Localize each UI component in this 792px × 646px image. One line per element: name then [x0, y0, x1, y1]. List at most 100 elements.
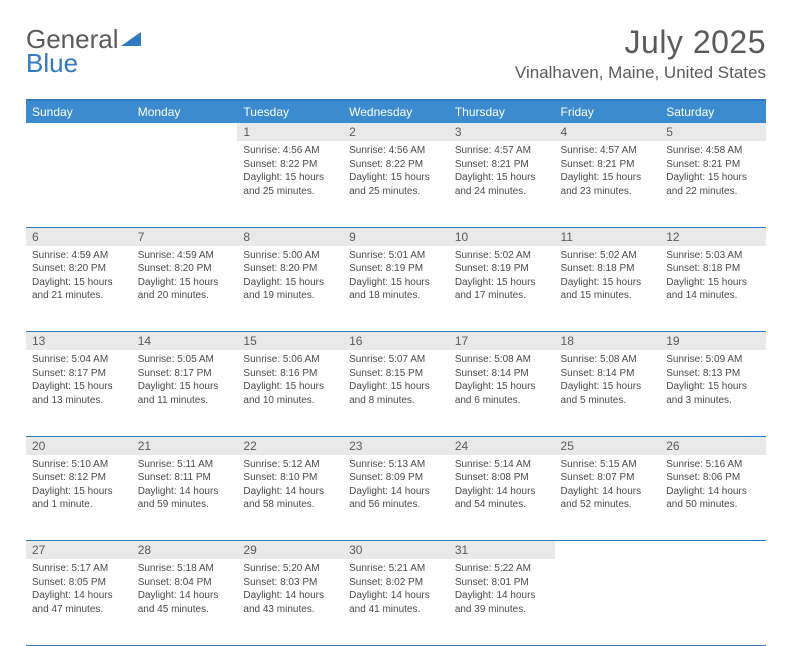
day-body-row: Sunrise: 4:56 AMSunset: 8:22 PMDaylight:… — [26, 141, 766, 227]
day-number-row: 12345 — [26, 123, 766, 141]
day-number-cell — [132, 123, 238, 141]
day-number-cell: 23 — [343, 436, 449, 455]
day-body-row: Sunrise: 5:10 AMSunset: 8:12 PMDaylight:… — [26, 455, 766, 541]
day-details: Sunrise: 5:15 AMSunset: 8:07 PMDaylight:… — [555, 455, 661, 518]
day-details: Sunrise: 5:12 AMSunset: 8:10 PMDaylight:… — [237, 455, 343, 518]
day-details: Sunrise: 5:10 AMSunset: 8:12 PMDaylight:… — [26, 455, 132, 518]
weekday-header: Sunday — [26, 100, 132, 123]
day-number-cell: 15 — [237, 332, 343, 351]
day-number-cell: 28 — [132, 541, 238, 560]
day-body-cell: Sunrise: 5:08 AMSunset: 8:14 PMDaylight:… — [555, 350, 661, 436]
day-body-cell — [132, 141, 238, 227]
day-number-cell: 20 — [26, 436, 132, 455]
day-number-cell: 10 — [449, 227, 555, 246]
day-number-row: 2728293031 — [26, 541, 766, 560]
day-details: Sunrise: 5:18 AMSunset: 8:04 PMDaylight:… — [132, 559, 238, 622]
day-details: Sunrise: 5:21 AMSunset: 8:02 PMDaylight:… — [343, 559, 449, 622]
day-number-cell: 6 — [26, 227, 132, 246]
day-number-cell: 12 — [660, 227, 766, 246]
calendar-table: SundayMondayTuesdayWednesdayThursdayFrid… — [26, 99, 766, 646]
day-number-cell: 31 — [449, 541, 555, 560]
day-number-cell — [660, 541, 766, 560]
day-number-cell: 17 — [449, 332, 555, 351]
day-number-cell: 14 — [132, 332, 238, 351]
day-details: Sunrise: 5:06 AMSunset: 8:16 PMDaylight:… — [237, 350, 343, 413]
day-number-cell: 11 — [555, 227, 661, 246]
day-body-cell: Sunrise: 5:07 AMSunset: 8:15 PMDaylight:… — [343, 350, 449, 436]
day-body-cell — [26, 141, 132, 227]
day-body-cell: Sunrise: 5:06 AMSunset: 8:16 PMDaylight:… — [237, 350, 343, 436]
day-number-cell: 29 — [237, 541, 343, 560]
day-body-cell: Sunrise: 5:11 AMSunset: 8:11 PMDaylight:… — [132, 455, 238, 541]
day-body-cell: Sunrise: 5:10 AMSunset: 8:12 PMDaylight:… — [26, 455, 132, 541]
day-body-row: Sunrise: 5:04 AMSunset: 8:17 PMDaylight:… — [26, 350, 766, 436]
day-number-cell: 30 — [343, 541, 449, 560]
day-body-cell: Sunrise: 4:56 AMSunset: 8:22 PMDaylight:… — [237, 141, 343, 227]
weekday-header-row: SundayMondayTuesdayWednesdayThursdayFrid… — [26, 100, 766, 123]
title-block: July 2025 Vinalhaven, Maine, United Stat… — [515, 24, 766, 83]
day-body-cell: Sunrise: 4:57 AMSunset: 8:21 PMDaylight:… — [555, 141, 661, 227]
day-number-row: 6789101112 — [26, 227, 766, 246]
day-details: Sunrise: 4:57 AMSunset: 8:21 PMDaylight:… — [555, 141, 661, 204]
month-title: July 2025 — [515, 24, 766, 61]
day-number-cell: 13 — [26, 332, 132, 351]
day-body-cell: Sunrise: 5:21 AMSunset: 8:02 PMDaylight:… — [343, 559, 449, 645]
day-details: Sunrise: 4:58 AMSunset: 8:21 PMDaylight:… — [660, 141, 766, 204]
day-number-cell: 19 — [660, 332, 766, 351]
day-body-cell — [660, 559, 766, 645]
day-number-cell: 26 — [660, 436, 766, 455]
day-body-cell: Sunrise: 4:59 AMSunset: 8:20 PMDaylight:… — [26, 246, 132, 332]
day-body-cell: Sunrise: 4:59 AMSunset: 8:20 PMDaylight:… — [132, 246, 238, 332]
day-body-cell: Sunrise: 5:16 AMSunset: 8:06 PMDaylight:… — [660, 455, 766, 541]
day-body-cell: Sunrise: 5:13 AMSunset: 8:09 PMDaylight:… — [343, 455, 449, 541]
day-details: Sunrise: 4:59 AMSunset: 8:20 PMDaylight:… — [26, 246, 132, 309]
day-details: Sunrise: 5:07 AMSunset: 8:15 PMDaylight:… — [343, 350, 449, 413]
header: General July 2025 Vinalhaven, Maine, Uni… — [26, 24, 766, 83]
day-body-cell: Sunrise: 5:15 AMSunset: 8:07 PMDaylight:… — [555, 455, 661, 541]
day-number-cell: 9 — [343, 227, 449, 246]
weekday-header: Wednesday — [343, 100, 449, 123]
day-body-cell: Sunrise: 5:22 AMSunset: 8:01 PMDaylight:… — [449, 559, 555, 645]
logo-text-2: Blue — [26, 48, 78, 79]
day-details: Sunrise: 5:14 AMSunset: 8:08 PMDaylight:… — [449, 455, 555, 518]
day-body-cell: Sunrise: 5:02 AMSunset: 8:19 PMDaylight:… — [449, 246, 555, 332]
day-details: Sunrise: 5:00 AMSunset: 8:20 PMDaylight:… — [237, 246, 343, 309]
day-number-cell: 18 — [555, 332, 661, 351]
day-body-cell: Sunrise: 5:14 AMSunset: 8:08 PMDaylight:… — [449, 455, 555, 541]
day-number-row: 20212223242526 — [26, 436, 766, 455]
day-details: Sunrise: 5:22 AMSunset: 8:01 PMDaylight:… — [449, 559, 555, 622]
day-body-cell: Sunrise: 5:12 AMSunset: 8:10 PMDaylight:… — [237, 455, 343, 541]
day-body-cell — [555, 559, 661, 645]
day-details: Sunrise: 5:09 AMSunset: 8:13 PMDaylight:… — [660, 350, 766, 413]
day-number-cell: 4 — [555, 123, 661, 141]
day-body-cell: Sunrise: 5:05 AMSunset: 8:17 PMDaylight:… — [132, 350, 238, 436]
day-details: Sunrise: 5:20 AMSunset: 8:03 PMDaylight:… — [237, 559, 343, 622]
day-number-cell: 8 — [237, 227, 343, 246]
day-number-cell: 27 — [26, 541, 132, 560]
day-body-cell: Sunrise: 5:20 AMSunset: 8:03 PMDaylight:… — [237, 559, 343, 645]
day-body-cell: Sunrise: 5:08 AMSunset: 8:14 PMDaylight:… — [449, 350, 555, 436]
day-details: Sunrise: 5:11 AMSunset: 8:11 PMDaylight:… — [132, 455, 238, 518]
day-details: Sunrise: 4:59 AMSunset: 8:20 PMDaylight:… — [132, 246, 238, 309]
day-number-cell — [555, 541, 661, 560]
day-number-cell: 24 — [449, 436, 555, 455]
weekday-header: Friday — [555, 100, 661, 123]
day-details: Sunrise: 5:08 AMSunset: 8:14 PMDaylight:… — [555, 350, 661, 413]
location: Vinalhaven, Maine, United States — [515, 63, 766, 83]
day-number-cell — [26, 123, 132, 141]
day-number-cell: 25 — [555, 436, 661, 455]
day-number-row: 13141516171819 — [26, 332, 766, 351]
day-body-cell: Sunrise: 4:57 AMSunset: 8:21 PMDaylight:… — [449, 141, 555, 227]
day-number-cell: 3 — [449, 123, 555, 141]
day-body-cell: Sunrise: 5:00 AMSunset: 8:20 PMDaylight:… — [237, 246, 343, 332]
weekday-header: Monday — [132, 100, 238, 123]
day-body-cell: Sunrise: 5:17 AMSunset: 8:05 PMDaylight:… — [26, 559, 132, 645]
day-details: Sunrise: 5:05 AMSunset: 8:17 PMDaylight:… — [132, 350, 238, 413]
day-details: Sunrise: 5:02 AMSunset: 8:19 PMDaylight:… — [449, 246, 555, 309]
weekday-header: Thursday — [449, 100, 555, 123]
day-number-cell: 2 — [343, 123, 449, 141]
day-number-cell: 21 — [132, 436, 238, 455]
day-body-cell: Sunrise: 5:18 AMSunset: 8:04 PMDaylight:… — [132, 559, 238, 645]
day-body-cell: Sunrise: 5:03 AMSunset: 8:18 PMDaylight:… — [660, 246, 766, 332]
day-body-cell: Sunrise: 4:58 AMSunset: 8:21 PMDaylight:… — [660, 141, 766, 227]
